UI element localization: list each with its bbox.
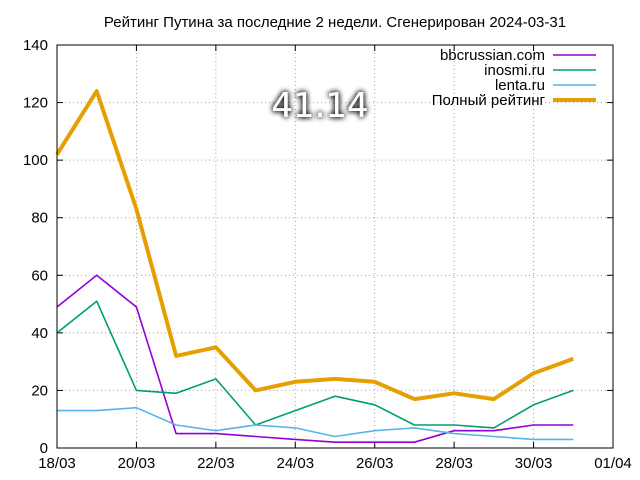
x-tick-label: 28/03 xyxy=(435,455,473,472)
x-tick-label: 18/03 xyxy=(38,455,76,472)
series-line xyxy=(56,300,574,429)
x-tick-label: 24/03 xyxy=(277,455,315,472)
plot-frame xyxy=(56,44,614,449)
x-tick-label: 20/03 xyxy=(118,455,156,472)
y-tick-label: 140 xyxy=(23,37,48,54)
y-tick-label: 100 xyxy=(23,152,48,169)
series-lines xyxy=(55,89,574,444)
grid xyxy=(57,45,613,448)
legend-label: inosmi.ru xyxy=(484,62,545,79)
y-tick-label: 60 xyxy=(31,267,48,284)
x-tick-label: 22/03 xyxy=(197,455,235,472)
y-tick-label: 40 xyxy=(31,325,48,342)
y-tick-label: 20 xyxy=(31,382,48,399)
chart-title: Рейтинг Путина за последние 2 недели. Сг… xyxy=(104,14,566,31)
y-tick-label: 0 xyxy=(40,440,48,457)
legend-label: Полный рейтинг xyxy=(432,92,546,109)
series-line xyxy=(56,274,574,444)
x-tick-label: 30/03 xyxy=(515,455,553,472)
series-line xyxy=(57,406,574,441)
x-tick-label: 01/04 xyxy=(594,455,632,472)
legend-label: lenta.ru xyxy=(495,77,545,94)
y-tick-label: 80 xyxy=(31,210,48,227)
y-tick-label: 120 xyxy=(23,95,48,112)
legend-label: bbcrussian.com xyxy=(440,47,545,64)
x-tick-label: 26/03 xyxy=(356,455,394,472)
axis-ticks: 0 20 40 60 80 100 120 140 18/03 20/03 22/03 24/03 26… xyxy=(23,37,632,472)
big-label: 41.14 xyxy=(271,86,368,126)
series-line xyxy=(55,89,574,402)
